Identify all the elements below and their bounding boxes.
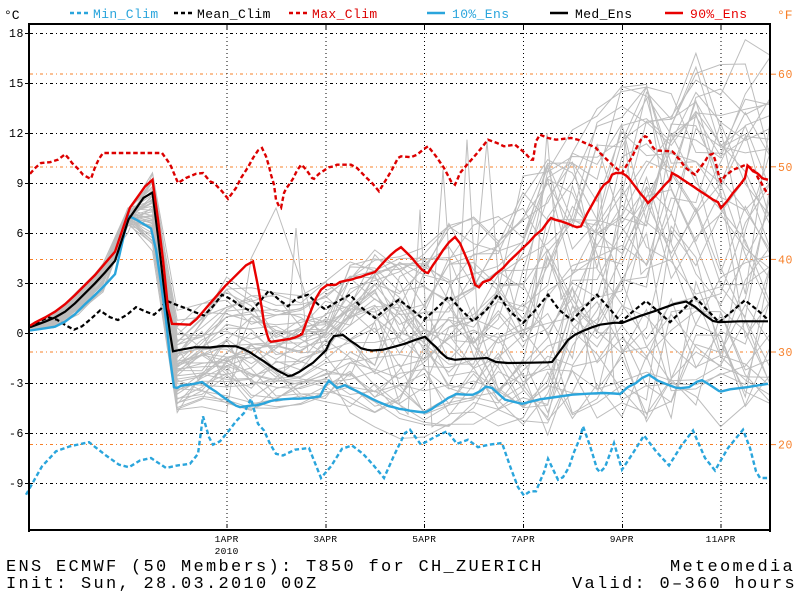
svg-text:60: 60 (778, 69, 793, 82)
svg-text:Valid: 0–360 hours: Valid: 0–360 hours (572, 575, 797, 594)
svg-text:10%_Ens: 10%_Ens (452, 7, 509, 22)
svg-text:6: 6 (16, 228, 24, 241)
svg-text:0: 0 (16, 328, 24, 341)
svg-text:7APR: 7APR (511, 534, 535, 545)
svg-text:°C: °C (4, 8, 20, 23)
svg-text:Max_Clim: Max_Clim (312, 7, 378, 22)
svg-text:Mean_Clim: Mean_Clim (197, 7, 271, 22)
svg-text:-3: -3 (9, 378, 24, 391)
svg-text:50: 50 (778, 162, 793, 175)
svg-text:ENS ECMWF (50 Members): T850 f: ENS ECMWF (50 Members): T850 for CH_ZUER… (6, 558, 544, 577)
svg-text:Init: Sun, 28.03.2010 00Z: Init: Sun, 28.03.2010 00Z (6, 575, 319, 594)
svg-text:1APR: 1APR (215, 534, 239, 545)
svg-text:20: 20 (778, 440, 793, 453)
svg-text:9: 9 (16, 178, 24, 191)
svg-text:15: 15 (9, 78, 24, 91)
svg-text:-6: -6 (9, 428, 24, 441)
svg-text:9APR: 9APR (610, 534, 634, 545)
svg-text:°F: °F (777, 8, 793, 23)
svg-text:3: 3 (16, 278, 24, 291)
svg-text:11APR: 11APR (706, 534, 736, 545)
svg-text:Med_Ens: Med_Ens (575, 7, 632, 22)
svg-text:40: 40 (778, 254, 793, 267)
svg-text:30: 30 (778, 347, 793, 360)
svg-text:90%_Ens: 90%_Ens (690, 7, 747, 22)
svg-text:12: 12 (9, 128, 24, 141)
svg-text:Min_Clim: Min_Clim (93, 7, 159, 22)
svg-text:5APR: 5APR (412, 534, 436, 545)
svg-text:Meteomedia: Meteomedia (670, 558, 795, 577)
svg-text:3APR: 3APR (313, 534, 337, 545)
svg-text:-9: -9 (9, 478, 24, 491)
svg-text:18: 18 (9, 28, 24, 41)
svg-text:2010: 2010 (215, 546, 239, 557)
